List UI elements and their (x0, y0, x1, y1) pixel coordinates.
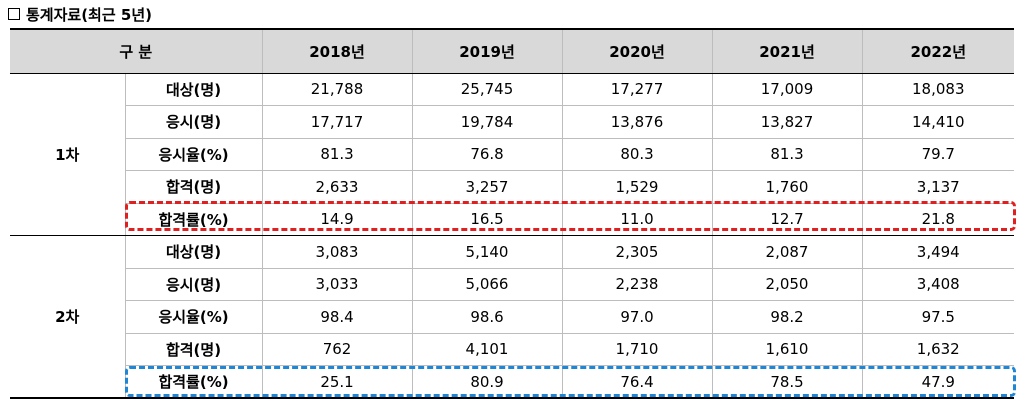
table-cell: 1,760 (711, 170, 863, 204)
table-cell: 1,710 (561, 332, 713, 366)
table-cell: 1,529 (561, 170, 713, 204)
statistics-table: 구 분 2018년 2019년 2020년 2021년 2022년 1차 대상(… (10, 28, 1015, 399)
metric-label: 합격률(%) (125, 202, 263, 236)
table-row: 응시율(%) 81.3 76.8 80.3 81.3 79.7 (10, 137, 1015, 171)
table-cell: 19,784 (411, 105, 563, 139)
table-row: 2차 대상(명) 3,083 5,140 2,305 2,087 3,494 (10, 235, 1015, 399)
table-row: 응시(명) 17,717 19,784 13,876 13,827 14,410 (10, 105, 1015, 139)
table-cell: 76.4 (561, 365, 713, 399)
table-cell: 762 (261, 332, 413, 366)
table-cell: 2,050 (711, 267, 863, 301)
table-cell: 3,033 (261, 267, 413, 301)
table-cell: 25,745 (411, 72, 563, 106)
table-cell: 14,410 (861, 105, 1015, 139)
table-cell: 17,717 (261, 105, 413, 139)
table-cell: 81.3 (261, 137, 413, 171)
round-label: 1차 (10, 72, 126, 236)
table-cell: 13,827 (711, 105, 863, 139)
table-cell: 97.5 (861, 300, 1015, 334)
table-row: 응시(명) 3,033 5,066 2,238 2,050 3,408 (10, 267, 1015, 301)
table-cell: 17,277 (561, 72, 713, 106)
table-row: 합격(명) 2,633 3,257 1,529 1,760 3,137 (10, 170, 1015, 204)
table-cell: 2,238 (561, 267, 713, 301)
table-cell: 98.2 (711, 300, 863, 334)
table-cell: 1,610 (711, 332, 863, 366)
table-cell: 1,632 (861, 332, 1015, 366)
section-title-text: 통계자료(최근 5년) (26, 5, 152, 24)
table-cell: 12.7 (711, 202, 863, 236)
table-cell: 80.3 (561, 137, 713, 171)
table-cell: 3,257 (411, 170, 563, 204)
table-cell: 98.4 (261, 300, 413, 334)
table-cell: 5,140 (411, 235, 563, 269)
table-cell: 2,633 (261, 170, 413, 204)
table-cell: 17,009 (711, 72, 863, 106)
metric-label: 합격(명) (125, 170, 263, 204)
table-row: 합격률(%) 14.9 16.5 11.0 12.7 21.8 (10, 202, 1015, 236)
table-cell: 3,137 (861, 170, 1015, 204)
metric-label: 대상(명) (124, 235, 263, 269)
metric-label: 대상(명) (124, 72, 263, 106)
header-category: 구 분 (10, 28, 263, 74)
table-cell: 47.9 (861, 365, 1015, 399)
table-cell: 80.9 (411, 365, 563, 399)
table-cell: 21,788 (261, 72, 413, 106)
table-cell: 14.9 (261, 202, 413, 236)
header-year: 2018년 (261, 28, 413, 74)
table-cell: 81.3 (711, 137, 863, 171)
table-cell: 21.8 (861, 202, 1015, 236)
section-title: 통계자료(최근 5년) (8, 4, 152, 24)
metric-label: 합격률(%) (125, 365, 263, 399)
header-year: 2020년 (561, 28, 713, 74)
table-cell: 79.7 (861, 137, 1015, 171)
table-cell: 25.1 (261, 365, 413, 399)
header-year: 2021년 (711, 28, 863, 74)
table-cell: 3,494 (861, 235, 1015, 269)
header-year: 2019년 (411, 28, 563, 74)
table-row: 합격률(%) 25.1 80.9 76.4 78.5 47.9 (10, 365, 1015, 399)
table-cell: 97.0 (561, 300, 713, 334)
table-cell: 5,066 (411, 267, 563, 301)
table-cell: 78.5 (711, 365, 863, 399)
table-cell: 18,083 (861, 72, 1015, 106)
table-cell: 2,305 (561, 235, 713, 269)
metric-label: 응시(명) (125, 267, 263, 301)
table-cell: 98.6 (411, 300, 563, 334)
table-cell: 11.0 (561, 202, 713, 236)
table-cell: 76.8 (411, 137, 563, 171)
metric-label: 합격(명) (125, 332, 263, 366)
table-row: 응시율(%) 98.4 98.6 97.0 98.2 97.5 (10, 300, 1015, 334)
header-row: 구 분 2018년 2019년 2020년 2021년 2022년 (10, 28, 1015, 74)
metric-label: 응시(명) (125, 105, 263, 139)
table-row: 합격(명) 762 4,101 1,710 1,610 1,632 (10, 332, 1015, 366)
table-cell: 2,087 (711, 235, 863, 269)
table-cell: 13,876 (561, 105, 713, 139)
header-year: 2022년 (861, 28, 1015, 74)
table-cell: 16.5 (411, 202, 563, 236)
metric-label: 응시율(%) (125, 137, 263, 171)
table-row: 1차 대상(명) 21,788 25,745 17,277 17,009 18,… (10, 72, 1015, 236)
table-cell: 3,408 (861, 267, 1015, 301)
table-cell: 4,101 (411, 332, 563, 366)
checkbox-square-icon (8, 8, 20, 20)
round-label: 2차 (10, 235, 126, 399)
table-cell: 3,083 (261, 235, 413, 269)
metric-label: 응시율(%) (125, 300, 263, 334)
